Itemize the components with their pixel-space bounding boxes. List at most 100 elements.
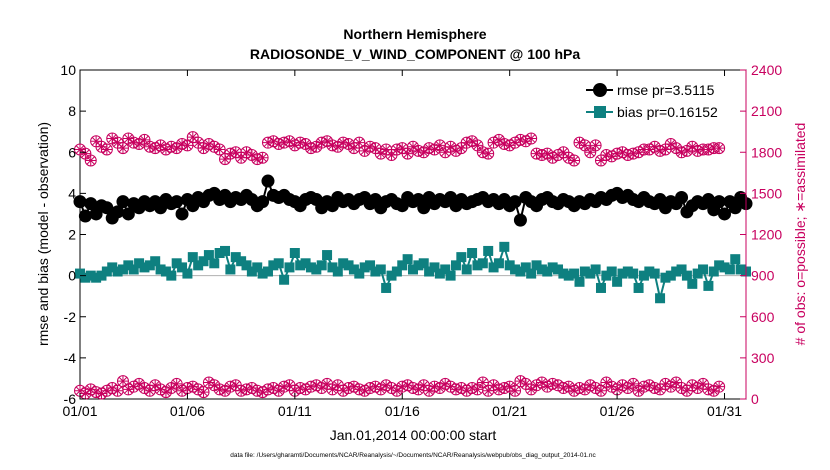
bias-obs-assimilated-point — [214, 383, 226, 395]
bias-point — [467, 248, 478, 259]
bias-point — [418, 258, 429, 269]
rmse-obs-assimilated-point — [294, 137, 306, 149]
bias-obs-assimilated-point — [79, 388, 91, 400]
rmse-point — [513, 213, 527, 227]
rmse-obs-assimilated-point — [79, 148, 91, 160]
bias-point — [316, 260, 327, 271]
rmse-obs-assimilated-point — [488, 137, 500, 149]
bias-point — [724, 264, 735, 275]
rmse-obs-assimilated-point — [418, 146, 430, 158]
bias-point — [499, 241, 510, 252]
rmse-obs-assimilated-point — [702, 144, 714, 156]
bias-point — [531, 260, 542, 271]
bias-point — [225, 264, 236, 275]
bias-obs-assimilated-point — [321, 378, 333, 390]
bias-point — [730, 254, 741, 265]
bias-point — [112, 266, 123, 277]
bias-obs-assimilated-point — [407, 382, 419, 394]
rmse-obs-assimilated-point — [686, 141, 698, 153]
bias-obs-assimilated-point — [428, 381, 440, 393]
bias-obs-assimilated-point — [128, 381, 140, 393]
y-right-tick-label: 300 — [751, 350, 775, 366]
bias-obs-assimilated-point — [219, 385, 231, 397]
bias-point — [649, 268, 660, 279]
bias-point — [300, 258, 311, 269]
bias-obs-assimilated-point — [235, 385, 247, 397]
y-left-tick-label: -2 — [64, 309, 77, 325]
bias-obs-assimilated-point — [241, 383, 252, 395]
bias-obs-assimilated-point — [133, 378, 145, 390]
rmse-obs-assimilated-point — [525, 133, 537, 145]
bias-obs-assimilated-point — [434, 382, 446, 394]
bias-point — [574, 276, 585, 287]
bias-point — [536, 264, 547, 275]
y-right-tick-label: 1500 — [751, 185, 782, 201]
bias-point — [332, 266, 343, 277]
bias-obs-assimilated-point — [192, 383, 204, 395]
bias-point — [483, 245, 494, 256]
rmse-obs-assimilated-point — [133, 138, 145, 150]
rmse-obs-assimilated-point — [633, 146, 645, 158]
rmse-obs-assimilated-point — [90, 135, 102, 147]
bias-obs-assimilated-point — [471, 383, 483, 395]
bias-obs-assimilated-point — [643, 379, 655, 391]
rmse-obs-assimilated-point — [407, 141, 419, 153]
rmse-obs-assimilated-point — [224, 148, 236, 160]
bias-obs-assimilated-point — [477, 377, 489, 389]
rmse-obs-assimilated-point — [514, 134, 526, 146]
bias-obs-assimilated-point — [348, 381, 360, 393]
bias-obs-assimilated-point — [461, 385, 473, 397]
bias-obs-assimilated-point — [665, 381, 677, 393]
rmse-obs-assimilated-point — [101, 144, 113, 156]
rmse-obs-assimilated-point — [273, 138, 285, 150]
bias-obs-assimilated-point — [541, 381, 553, 393]
rmse-obs-assimilated-point — [289, 139, 301, 151]
rmse-obs-assimilated-point — [600, 149, 612, 161]
bias-point — [295, 260, 306, 271]
bias-point — [359, 262, 370, 273]
bias-obs-assimilated-point — [488, 379, 500, 391]
bias-obs-assimilated-point — [509, 385, 521, 397]
bias-point — [504, 260, 515, 271]
rmse-obs-assimilated-point — [160, 144, 172, 156]
rmse-obs-assimilated-point — [423, 142, 435, 154]
rmse-point — [675, 190, 689, 204]
bias-point — [456, 252, 467, 263]
bias-point — [708, 266, 719, 277]
rmse-obs-assimilated-point — [246, 149, 258, 161]
bias-point — [375, 264, 386, 275]
bias-obs-assimilated-point — [439, 378, 451, 390]
rmse-obs-assimilated-point — [590, 139, 602, 151]
rmse-obs-assimilated-point — [359, 145, 371, 157]
rmse-point — [728, 201, 742, 215]
bias-point — [230, 252, 241, 263]
bias-obs-assimilated-point — [112, 385, 124, 397]
rmse-obs-assimilated-point — [85, 154, 97, 166]
bias-obs-assimilated-point — [203, 377, 215, 389]
bias-point — [617, 268, 628, 279]
bias-point — [279, 274, 290, 285]
rmse-obs-assimilated-point — [192, 137, 204, 149]
rmse-series — [73, 174, 753, 227]
bias-point — [450, 260, 461, 271]
y-right-tick-label: 600 — [751, 309, 775, 325]
bias-obs-assimilated-point — [343, 382, 355, 394]
rmse-obs-assimilated-point — [380, 144, 392, 156]
bias-point — [510, 264, 521, 275]
bias-obs-assimilated-point — [176, 385, 188, 397]
bias-obs-assimilated-point — [563, 381, 575, 393]
bias-point — [671, 266, 682, 277]
rmse-point — [121, 207, 135, 221]
bias-obs-assimilated-point — [375, 383, 387, 395]
bias-point — [107, 262, 118, 273]
rmse-point — [170, 195, 184, 209]
bias-obs-assimilated-point — [525, 383, 537, 395]
bias-point — [655, 293, 666, 304]
bias-obs-assimilated-point — [396, 381, 408, 393]
bias-point — [338, 258, 349, 269]
bias-obs-assimilated-point — [267, 382, 279, 394]
rmse-obs-assimilated-point — [332, 141, 344, 153]
rmse-obs-assimilated-point — [300, 138, 312, 150]
bias-point — [203, 250, 214, 261]
bias-obs-assimilated-point — [504, 381, 516, 393]
